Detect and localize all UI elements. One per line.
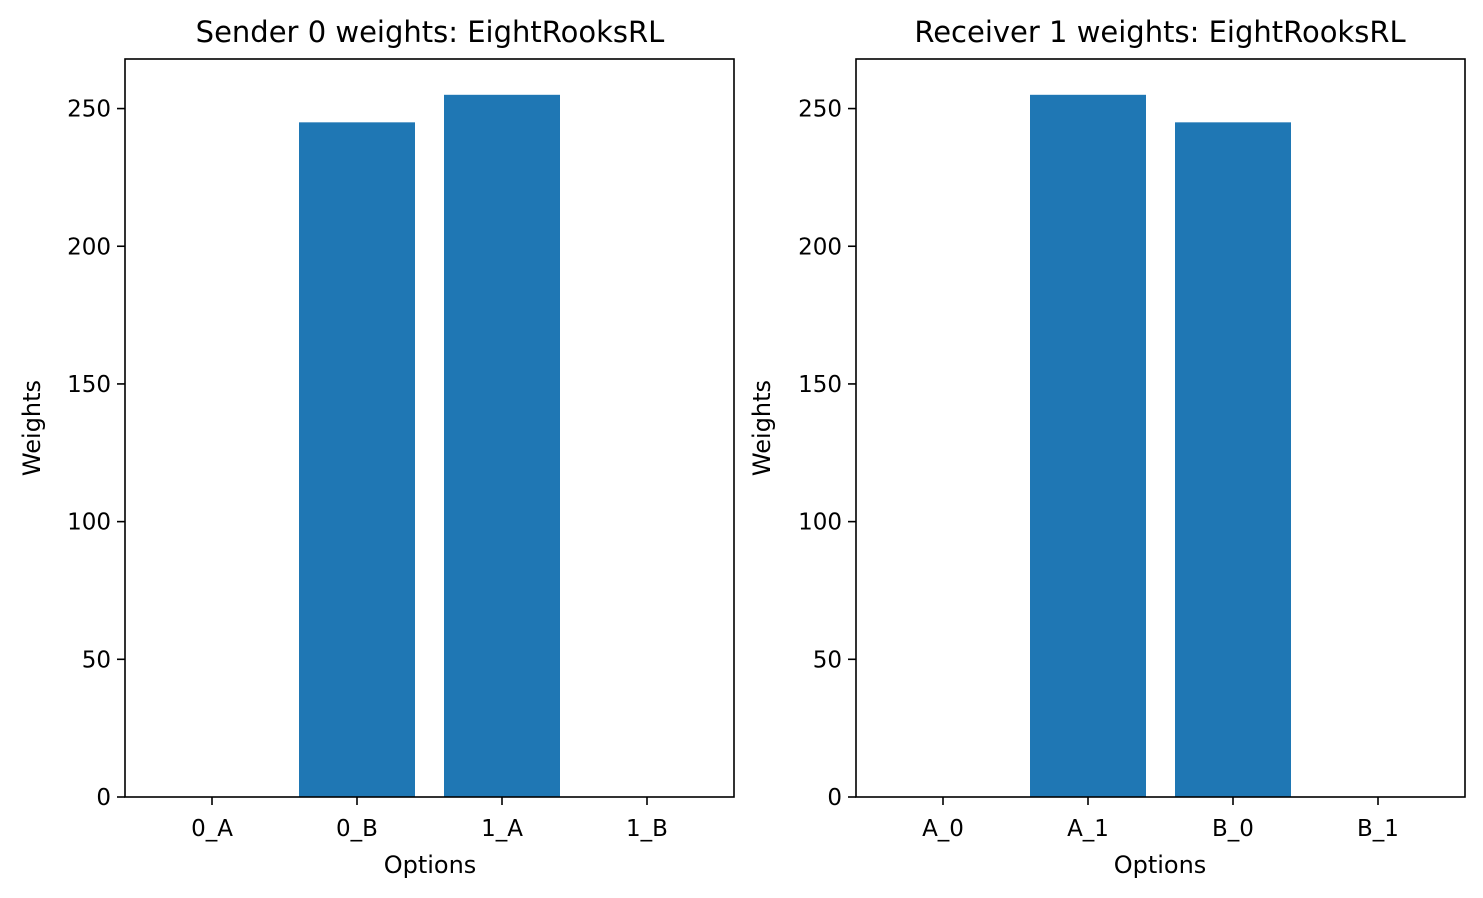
- plot-frame: [855, 58, 1466, 798]
- y-tick-label: 100: [798, 510, 842, 536]
- x-tick-label: 1_A: [481, 816, 523, 842]
- receiver-weights-chart: Receiver 1 weights: EightRooksRL Options…: [748, 15, 1466, 879]
- tick-group: A_0 A_1 B_0 B_1 0 50 100 150 200 250: [798, 97, 1399, 842]
- x-tick-label: B_0: [1212, 816, 1254, 842]
- x-tick-label: 0_B: [336, 816, 378, 842]
- y-axis-label: Weights: [748, 380, 776, 476]
- bar-0_B: [299, 122, 415, 798]
- bar-B_0: [1175, 122, 1291, 798]
- bar-1_A: [444, 94, 560, 797]
- y-tick-label: 150: [67, 372, 111, 398]
- x-tick-label: A_1: [1067, 816, 1109, 842]
- tick-group: 0_A 0_B 1_A 1_B 0 50 100 150 200 250: [67, 97, 668, 842]
- x-tick-label: 1_B: [626, 816, 668, 842]
- sender-weights-chart: Sender 0 weights: EightRooksRL Options W…: [18, 15, 735, 879]
- x-tick-label: 0_A: [191, 816, 233, 842]
- plot-frame: [124, 58, 735, 798]
- y-tick-label: 200: [798, 234, 842, 260]
- x-axis-label: Options: [384, 851, 477, 879]
- y-tick-label: 0: [827, 785, 842, 811]
- y-tick-label: 250: [67, 97, 111, 123]
- y-tick-label: 50: [813, 647, 842, 673]
- y-tick-label: 0: [96, 785, 111, 811]
- bar-group: [299, 94, 560, 798]
- x-tick-label: A_0: [922, 816, 964, 842]
- y-tick-label: 200: [67, 234, 111, 260]
- x-tick-label: B_1: [1357, 816, 1399, 842]
- x-axis-label: Options: [1114, 851, 1207, 879]
- y-axis-label: Weights: [18, 380, 46, 476]
- bar-group: [1030, 94, 1291, 798]
- y-tick-label: 150: [798, 372, 842, 398]
- chart-title: Sender 0 weights: EightRooksRL: [196, 15, 665, 49]
- y-tick-label: 100: [67, 510, 111, 536]
- y-tick-label: 250: [798, 97, 842, 123]
- chart-title: Receiver 1 weights: EightRooksRL: [914, 15, 1405, 49]
- y-tick-label: 50: [82, 647, 111, 673]
- bar-A_1: [1030, 94, 1146, 797]
